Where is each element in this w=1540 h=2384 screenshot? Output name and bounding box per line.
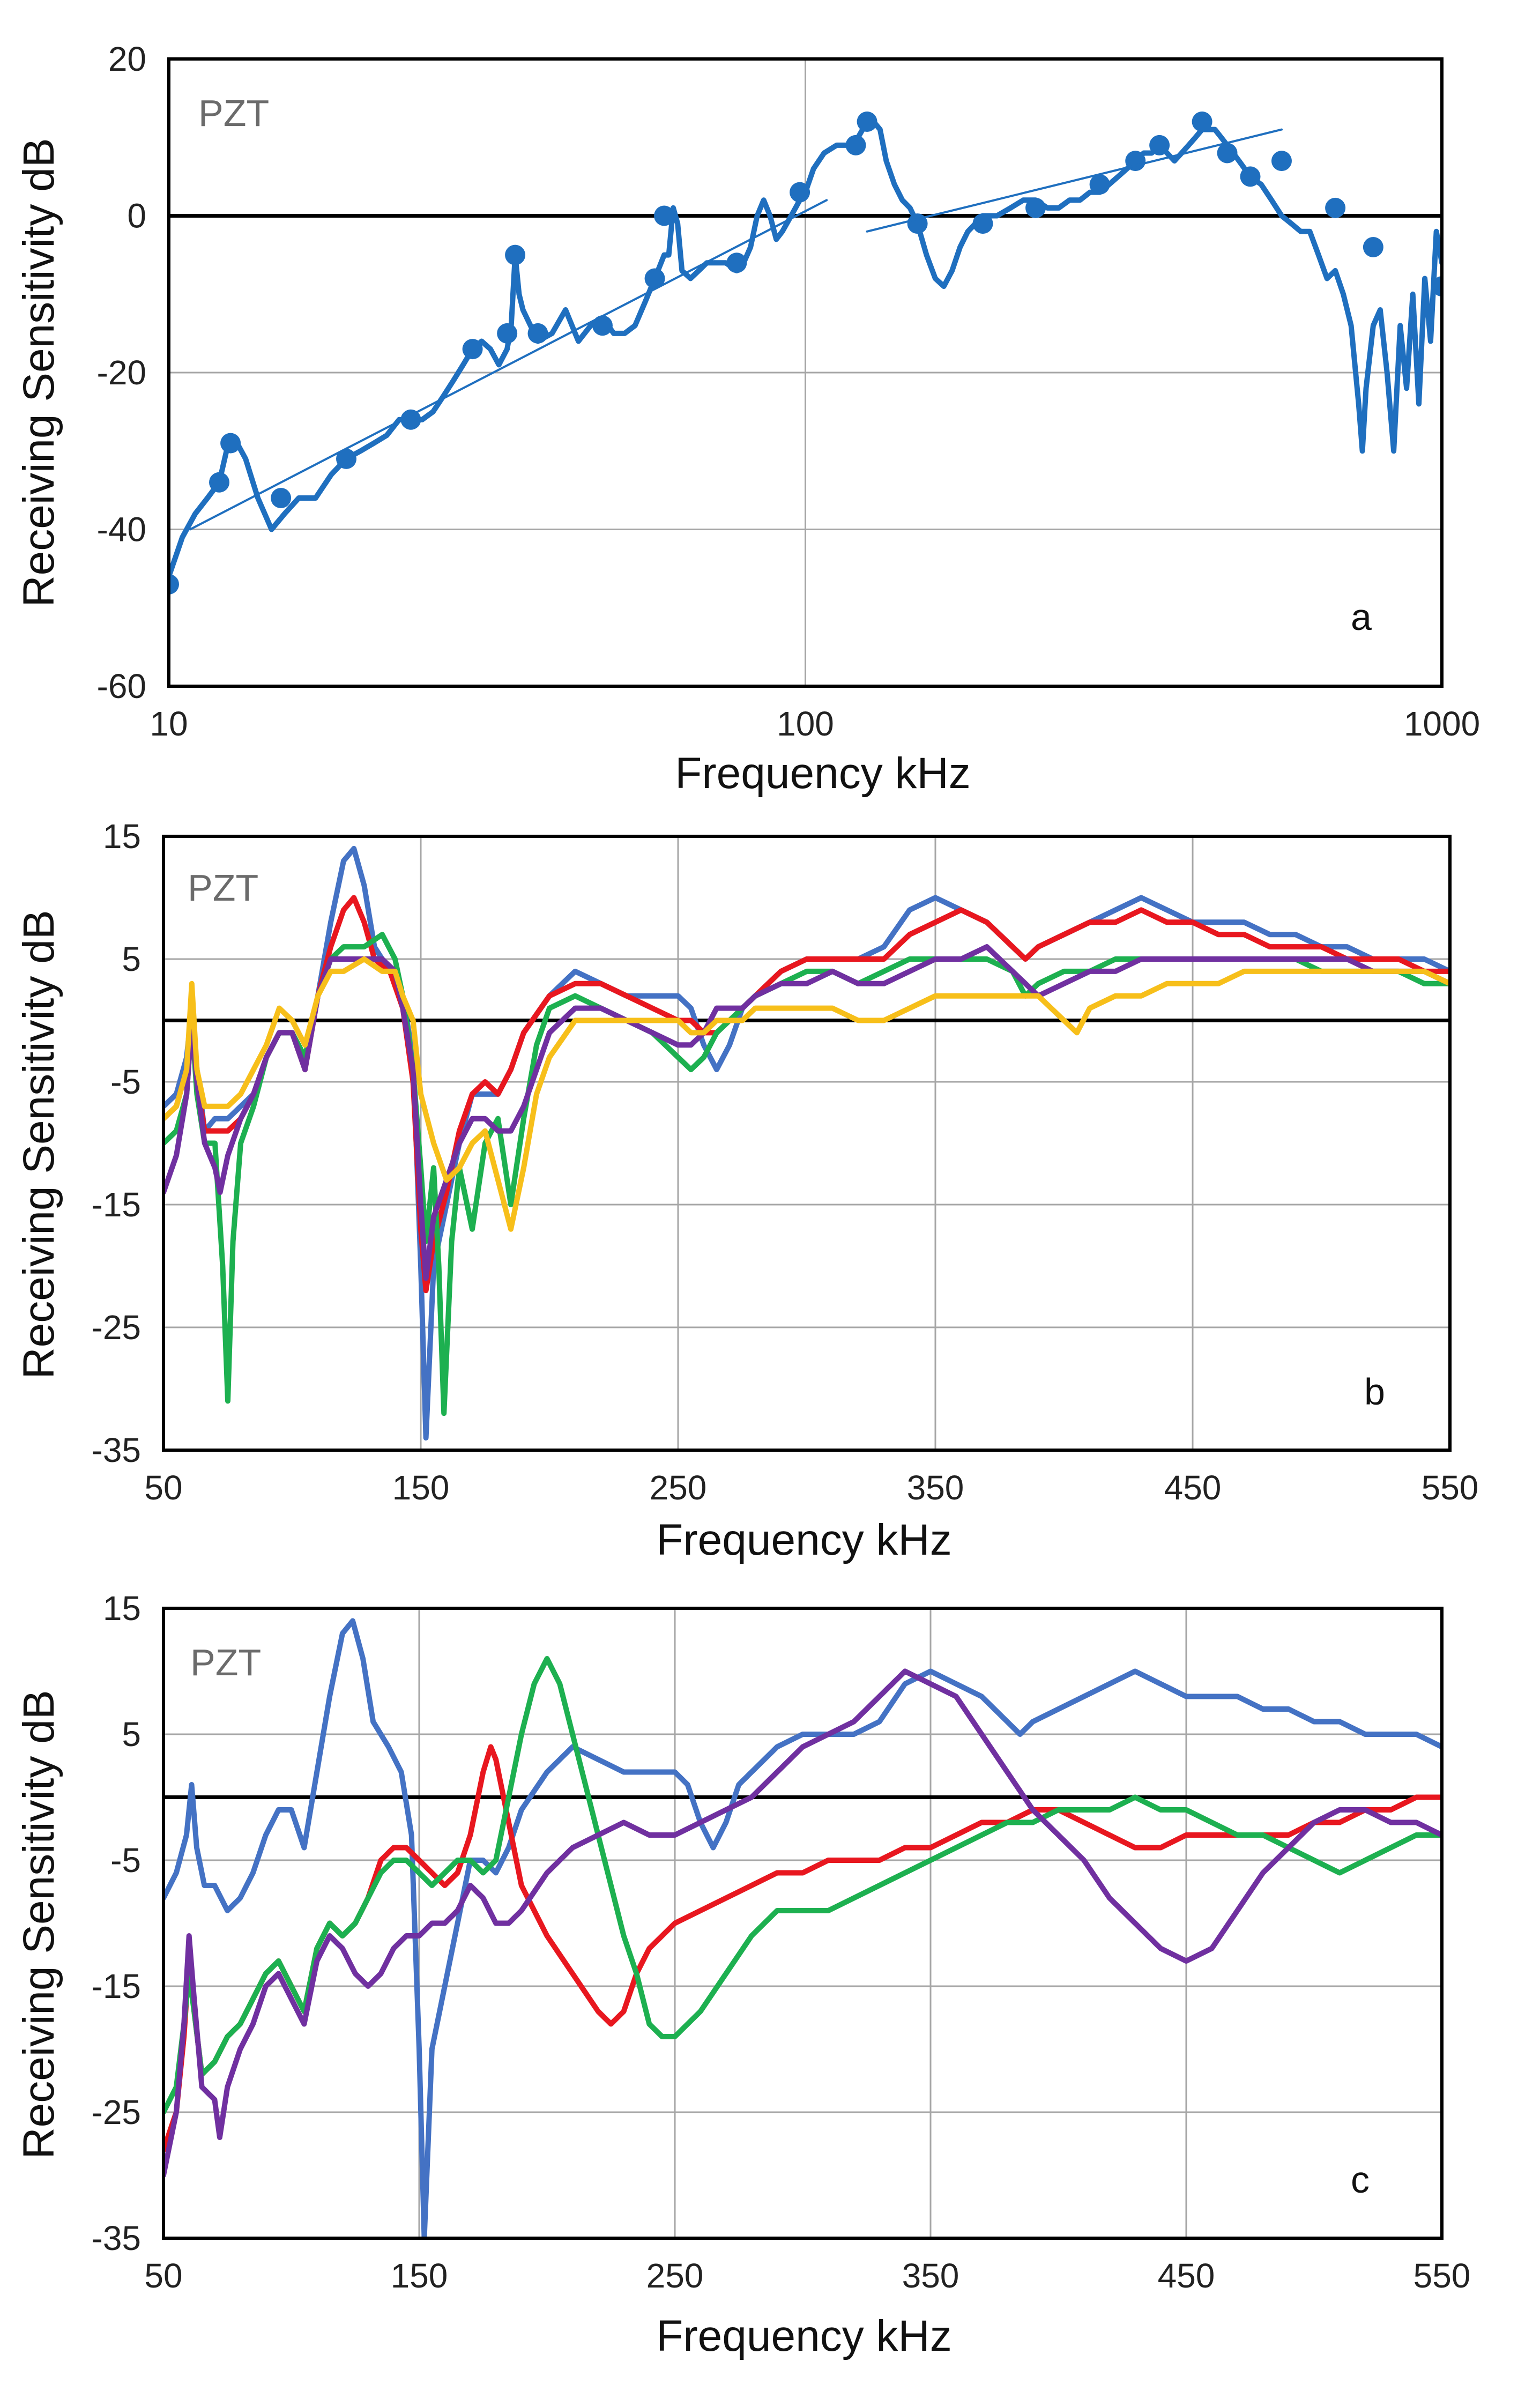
y-tick-label: -5: [110, 1841, 141, 1880]
panel-letter: a: [1351, 596, 1372, 638]
series-blue-line: [163, 845, 1450, 1441]
series-group: [163, 1618, 1442, 2238]
data-point: [1271, 151, 1292, 172]
x-tick-label: 150: [391, 2256, 448, 2295]
series-red-line: [163, 1744, 1442, 2153]
series-purple-line: [163, 944, 1450, 1281]
series-purple-line: [163, 1668, 1442, 2178]
data-point: [592, 315, 613, 336]
y-tick-label: -40: [97, 510, 147, 549]
x-tick-label: 450: [1164, 1468, 1222, 1507]
plot-frame: [162, 835, 1452, 1452]
gridlines: [169, 59, 1442, 686]
y-tick-label: -5: [110, 1063, 141, 1101]
y-tick-label: -15: [92, 1185, 142, 1224]
x-axis-label: Frequency kHz: [656, 1516, 951, 1564]
series-model: [169, 112, 1442, 595]
x-tick-label: 250: [650, 1468, 707, 1507]
plot-frame: [162, 1607, 1444, 2240]
data-point: [1025, 197, 1046, 218]
y-tick-label: -20: [97, 353, 147, 392]
y-axis-label: Receiving Sensitivity dB: [14, 910, 63, 1379]
y-tick-label: -25: [92, 1308, 142, 1347]
series-blue-line: [163, 1618, 1442, 2238]
x-tick-label: 50: [144, 2256, 182, 2295]
data-point: [1325, 197, 1346, 218]
x-axis-label: Frequency kHz: [656, 2312, 951, 2360]
x-tick-label: 550: [1422, 1468, 1479, 1507]
x-tick-label: 550: [1413, 2256, 1471, 2295]
data-point: [726, 252, 747, 273]
y-axis-label: Receiving Sensitivity dB: [14, 1690, 63, 2159]
y-tick-label: -35: [92, 2219, 142, 2257]
data-point: [845, 135, 866, 155]
data-point: [1192, 112, 1212, 132]
data-point: [857, 112, 877, 132]
panel-letter: b: [1364, 1371, 1385, 1413]
y-tick-label: 5: [122, 1715, 141, 1754]
x-tick-label: 10: [150, 704, 188, 743]
data-point: [1363, 237, 1383, 257]
panel-letter: c: [1351, 2159, 1370, 2201]
data-point: [790, 182, 810, 203]
data-point: [972, 213, 993, 234]
data-point: [400, 409, 421, 430]
y-tick-label: 15: [103, 817, 141, 856]
data-point: [1432, 276, 1442, 297]
y-tick-label: -15: [92, 1967, 142, 2006]
data-point: [505, 244, 526, 265]
x-tick-label: 1000: [1404, 704, 1480, 743]
y-tick-label: 15: [103, 1589, 141, 1628]
data-point: [497, 323, 518, 344]
material-tag: PZT: [188, 867, 258, 909]
data-point: [336, 448, 357, 469]
series-green-line: [163, 1656, 1442, 2115]
y-tick-label: -25: [92, 2093, 142, 2132]
y-axis-label: Receiving Sensitivity dB: [14, 138, 63, 607]
data-point: [462, 339, 483, 360]
data-point: [220, 433, 241, 454]
data-point: [527, 323, 548, 344]
x-tick-label: 100: [777, 704, 834, 743]
x-tick-label: 250: [646, 2256, 704, 2295]
series-trend-2-line: [866, 128, 1283, 233]
series-trend-1-line: [189, 199, 828, 531]
material-tag: PZT: [198, 92, 269, 134]
x-axis-label: Frequency kHz: [675, 749, 970, 798]
y-tick-label: -35: [92, 1431, 142, 1469]
y-tick-label: 20: [108, 40, 146, 78]
x-tick-label: 50: [144, 1468, 182, 1507]
data-point: [654, 205, 675, 226]
series-yellow-line: [163, 956, 1450, 1232]
x-tick-label: 450: [1158, 2256, 1215, 2295]
series-group: [169, 112, 1442, 595]
x-tick-label: 150: [392, 1468, 450, 1507]
data-point: [209, 472, 230, 493]
y-tick-label: 5: [122, 940, 141, 978]
data-point: [1089, 174, 1110, 195]
y-tick-label: 0: [127, 197, 146, 235]
x-tick-label: 350: [907, 1468, 964, 1507]
plot-frame: [167, 57, 1444, 688]
data-point: [644, 268, 665, 289]
y-tick-label: -60: [97, 667, 147, 705]
data-point: [1149, 135, 1170, 155]
data-point: [271, 488, 292, 508]
data-point: [1217, 143, 1238, 164]
data-point: [169, 574, 179, 595]
series-group: [163, 845, 1450, 1441]
material-tag: PZT: [190, 1642, 261, 1683]
data-point: [1240, 166, 1261, 187]
x-tick-label: 350: [902, 2256, 959, 2295]
